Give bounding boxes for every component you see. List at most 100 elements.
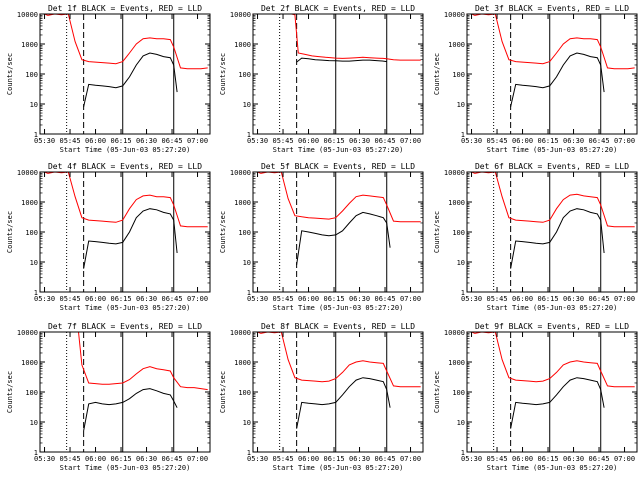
x-tick-label: 05:30 xyxy=(34,137,55,145)
events-series-line xyxy=(510,208,605,269)
y-axis-label: Counts/sec xyxy=(219,53,227,95)
y-axis-label: Counts/sec xyxy=(219,211,227,253)
x-tick-label: 06:30 xyxy=(563,137,584,145)
y-tick-label: 1 xyxy=(461,131,465,139)
y-tick-label: 100 xyxy=(238,71,251,79)
x-tick-label: 06:15 xyxy=(537,137,558,145)
x-tick-label: 07:00 xyxy=(187,295,208,303)
subplot-title: Det 3f BLACK = Events, RED = LLD xyxy=(475,4,629,13)
y-tick-label: 1000 xyxy=(448,199,465,207)
x-tick-label: 06:15 xyxy=(323,455,344,463)
x-tick-label: 06:00 xyxy=(512,295,533,303)
subplot-1: Det 1f BLACK = Events, RED = LLD 1 10 100 10… xyxy=(6,4,211,154)
x-tick-label: 06:45 xyxy=(374,137,395,145)
y-axis-label: Counts/sec xyxy=(433,53,441,95)
x-tick-label: 06:30 xyxy=(136,455,157,463)
subplot-9: Det 9f BLACK = Events, RED = LLD 1 10 100 10… xyxy=(433,322,638,472)
x-tick-label: 05:30 xyxy=(461,455,482,463)
x-tick-label: 06:45 xyxy=(374,295,395,303)
x-tick-label: 06:15 xyxy=(537,295,558,303)
x-tick-label: 05:45 xyxy=(59,137,80,145)
x-tick-label: 06:45 xyxy=(588,137,609,145)
x-tick-label: 06:30 xyxy=(136,137,157,145)
subplot-8: Det 8f BLACK = Events, RED = LLD 1 10 100 10… xyxy=(219,322,424,472)
x-tick-label: 06:15 xyxy=(110,295,131,303)
x-axis-label: Start Time (05-Jun-03 05:27:20) xyxy=(273,304,404,312)
subplot-3: Det 3f BLACK = Events, RED = LLD 1 10 100 10… xyxy=(433,4,638,154)
y-tick-label: 1000 xyxy=(234,41,251,49)
y-tick-label: 100 xyxy=(25,229,38,237)
x-tick-label: 06:15 xyxy=(323,295,344,303)
x-tick-label: 06:00 xyxy=(298,137,319,145)
x-tick-label: 07:00 xyxy=(400,455,421,463)
x-tick-label: 06:00 xyxy=(298,295,319,303)
subplot-2: Det 2f BLACK = Events, RED = LLD 1 10 100 10… xyxy=(219,4,424,154)
y-tick-label: 10000 xyxy=(444,329,465,337)
x-tick-label: 06:15 xyxy=(323,137,344,145)
lld-series-line xyxy=(466,171,635,228)
y-axis-label: Counts/sec xyxy=(219,371,227,413)
y-tick-label: 100 xyxy=(238,389,251,397)
x-tick-label: 05:45 xyxy=(272,455,293,463)
x-axis-label: Start Time (05-Jun-03 05:27:20) xyxy=(60,146,191,154)
plot-frame xyxy=(39,13,211,135)
plot-frame xyxy=(252,331,424,453)
x-tick-label: 07:00 xyxy=(187,455,208,463)
lld-series-line xyxy=(252,13,421,61)
y-tick-label: 10000 xyxy=(17,169,38,177)
y-tick-label: 10000 xyxy=(17,329,38,337)
y-tick-label: 1000 xyxy=(21,41,38,49)
x-tick-label: 06:00 xyxy=(85,455,106,463)
y-tick-label: 10 xyxy=(243,101,251,109)
y-tick-label: 10 xyxy=(457,419,465,427)
x-tick-label: 06:30 xyxy=(349,137,370,145)
x-tick-label: 06:45 xyxy=(161,295,182,303)
subplot-title: Det 9f BLACK = Events, RED = LLD xyxy=(475,322,629,331)
plot-frame xyxy=(39,171,211,293)
y-tick-label: 1 xyxy=(34,289,38,297)
events-series-line xyxy=(83,388,178,432)
plot-frame xyxy=(466,13,638,135)
events-series-line xyxy=(510,377,605,429)
y-tick-label: 1000 xyxy=(448,359,465,367)
y-tick-label: 10 xyxy=(457,259,465,267)
x-tick-label: 05:30 xyxy=(461,137,482,145)
x-tick-label: 07:00 xyxy=(614,455,635,463)
y-tick-label: 10 xyxy=(30,101,38,109)
x-tick-label: 06:00 xyxy=(85,137,106,145)
x-tick-label: 06:00 xyxy=(512,455,533,463)
x-tick-label: 06:30 xyxy=(136,295,157,303)
events-series-line xyxy=(83,52,178,108)
x-axis-label: Start Time (05-Jun-03 05:27:20) xyxy=(487,146,618,154)
y-tick-label: 10 xyxy=(30,419,38,427)
y-tick-label: 10000 xyxy=(230,329,251,337)
y-axis-label: Counts/sec xyxy=(6,53,14,95)
x-axis-label: Start Time (05-Jun-03 05:27:20) xyxy=(487,464,618,472)
y-axis-label: Counts/sec xyxy=(6,371,14,413)
x-tick-label: 06:15 xyxy=(537,455,558,463)
x-tick-label: 06:30 xyxy=(349,295,370,303)
x-tick-label: 06:45 xyxy=(588,455,609,463)
plot-frame xyxy=(252,171,424,293)
y-tick-label: 1 xyxy=(461,289,465,297)
subplot-title: Det 8f BLACK = Events, RED = LLD xyxy=(261,322,415,331)
y-tick-label: 1 xyxy=(247,449,251,457)
x-tick-label: 05:45 xyxy=(272,295,293,303)
x-tick-label: 07:00 xyxy=(614,137,635,145)
events-series-line xyxy=(296,211,391,265)
y-tick-label: 100 xyxy=(25,389,38,397)
x-tick-label: 06:45 xyxy=(161,455,182,463)
x-tick-label: 05:45 xyxy=(272,137,293,145)
y-tick-label: 10000 xyxy=(444,11,465,19)
x-axis-label: Start Time (05-Jun-03 05:27:20) xyxy=(60,304,191,312)
y-axis-label: Counts/sec xyxy=(433,211,441,253)
y-tick-label: 1 xyxy=(34,131,38,139)
x-tick-label: 06:30 xyxy=(563,455,584,463)
x-tick-label: 06:15 xyxy=(110,137,131,145)
y-tick-label: 1000 xyxy=(21,359,38,367)
y-tick-label: 10000 xyxy=(230,11,251,19)
y-tick-label: 100 xyxy=(25,71,38,79)
subplot-title: Det 7f BLACK = Events, RED = LLD xyxy=(48,322,202,331)
y-tick-label: 1 xyxy=(247,289,251,297)
